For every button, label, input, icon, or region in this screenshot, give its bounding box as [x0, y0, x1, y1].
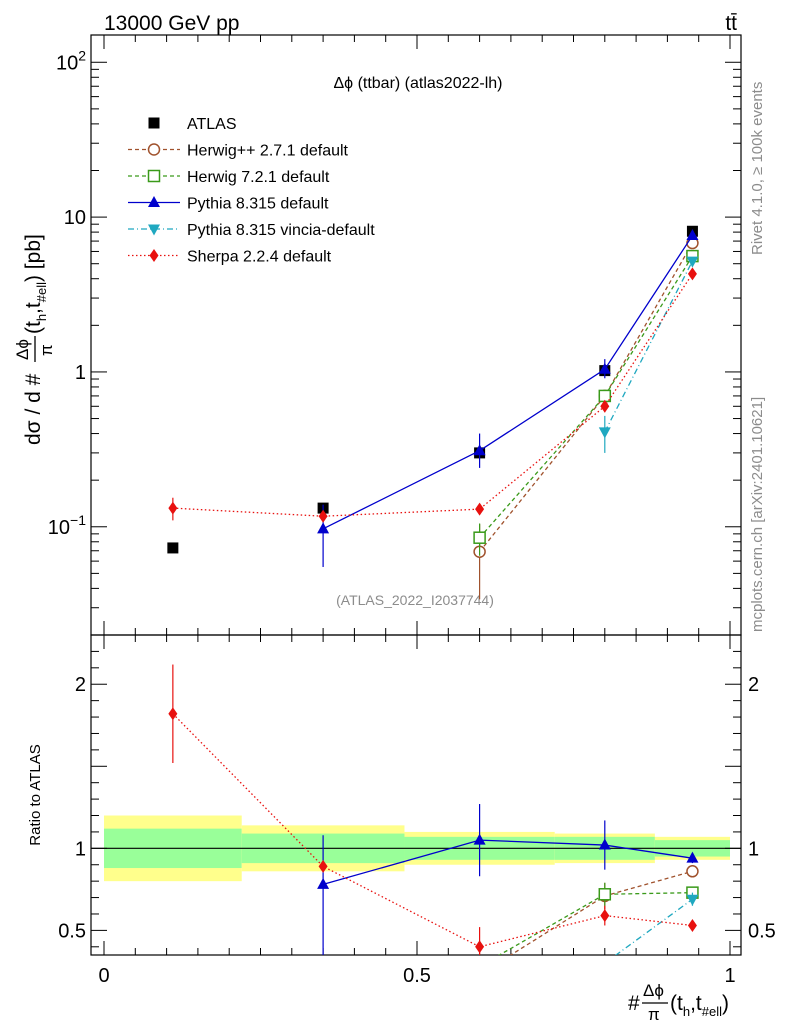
x-tick-label: 1	[724, 965, 735, 987]
ratio-plot-area	[168, 664, 699, 980]
x-label-frac-den: π	[648, 1005, 660, 1024]
chart-title: Δϕ (ttbar) (atlas2022-lh)	[333, 75, 502, 92]
y-tick-label-ratio-left: 2	[75, 674, 86, 696]
y-tick-label-main: 1	[75, 362, 86, 384]
point-sherpa-2-2-4-default	[600, 399, 610, 413]
ratio-line-pythia-8-315-default	[322, 839, 693, 886]
main-y-label-frac-num: Δϕ	[13, 339, 32, 360]
point-pythia-8-315-default	[598, 362, 611, 374]
x-label-hash: #	[628, 992, 640, 1015]
ratio-point-herwig-7-2-1-default	[474, 961, 485, 972]
legend-label: Pythia 8.315 vincia-default	[187, 222, 375, 239]
y-tick-label-ratio-left: 1	[75, 838, 86, 860]
series-line-sherpa-2-2-4-default	[172, 273, 693, 517]
point-pythia-8-315-default	[473, 444, 486, 456]
mcplots-label: mcplots.cern.ch [arXiv:2401.10621]	[749, 397, 766, 632]
legend-label: ATLAS	[187, 116, 237, 133]
x-label-frac-num: Δϕ	[643, 981, 664, 1000]
legend-label: Herwig 7.2.1 default	[187, 169, 330, 186]
rivet-label: Rivet 4.1.0, ≥ 100k events	[749, 82, 766, 255]
x-tick-label: 0.5	[403, 965, 431, 987]
main-y-label-text: dσ / d #	[22, 373, 45, 445]
y-tick-label-main: 10−1	[48, 512, 86, 539]
ratio-point-pythia-8-315-default	[686, 851, 699, 863]
y-tick-label-main: 102	[56, 47, 86, 74]
legend-marker	[149, 249, 159, 262]
point-pythia-8-315-default	[686, 229, 699, 241]
ratio-y-label: Ratio to ATLAS	[27, 744, 44, 845]
main-plot-area	[167, 225, 699, 600]
point-sherpa-2-2-4-default	[168, 501, 178, 515]
ratio-point-pythia-8-315-default	[598, 838, 611, 850]
ratio-line-pythia-8-315-vincia-default	[614, 898, 693, 955]
ratio-point-herwig-2-7-1-default	[474, 969, 485, 980]
ratio-point-pythia-8-315-default	[473, 833, 486, 845]
main-y-label-rest: (th,t#ell) [pb]	[22, 234, 49, 334]
point-pythia-8-315-vincia-default	[598, 427, 611, 439]
legend-marker	[147, 169, 161, 183]
ratio-point-sherpa-2-2-4-default	[168, 707, 178, 721]
ratio-frame	[90, 634, 742, 956]
ratio-point-sherpa-2-2-4-default	[687, 918, 697, 932]
main-y-label: dσ / d # Δϕ π (th,t#ell) [pb]	[13, 234, 56, 445]
legend-label: Pythia 8.315 default	[187, 196, 329, 213]
x-axis-label: #Δϕ π (th,t#ell)	[628, 981, 729, 1024]
ratio-point-pythia-8-315-default	[317, 877, 330, 889]
legend-marker	[147, 143, 161, 156]
point-pythia-8-315-vincia-default	[686, 256, 699, 268]
point-sherpa-2-2-4-default	[318, 509, 328, 523]
series-line-pythia-8-315-default	[322, 235, 693, 530]
energy-label: 13000 GeV pp	[104, 12, 239, 35]
y-tick-label-main: 10	[64, 207, 86, 229]
x-tick-label: 0	[98, 965, 109, 987]
ratio-point-sherpa-2-2-4-default	[475, 940, 485, 954]
process-label: tt̄	[725, 12, 737, 35]
series-line-herwig-2-7-1-default	[479, 242, 694, 553]
legend-marker	[148, 224, 160, 236]
legend-label: Herwig++ 2.7.1 default	[187, 143, 349, 160]
ratio-point-herwig-7-2-1-default	[598, 888, 612, 901]
point-sherpa-2-2-4-default	[687, 267, 697, 281]
ratio-line-sherpa-2-2-4-default	[172, 713, 693, 948]
point-sherpa-2-2-4-default	[475, 502, 485, 516]
point-herwig-7-2-1-default	[473, 531, 486, 544]
legend-marker	[148, 196, 160, 207]
legend-marker	[148, 117, 160, 129]
data-point-atlas	[167, 542, 179, 554]
x-label-rest: (th,t#ell)	[670, 992, 729, 1019]
analysis-tag: (ATLAS_2022_I2037744)	[336, 592, 494, 608]
y-tick-label-ratio-left: 0.5	[58, 920, 86, 942]
legend-label: Sherpa 2.2.4 default	[187, 249, 332, 266]
ratio-point-herwig-2-7-1-default	[686, 865, 699, 878]
ratio-point-sherpa-2-2-4-default	[600, 909, 610, 923]
series-line-pythia-8-315-vincia-default	[604, 260, 694, 433]
ratio-point-pythia-8-315-vincia-default	[599, 959, 611, 970]
ratio-point-sherpa-2-2-4-default	[318, 859, 328, 873]
y-tick-label-ratio-right: 2	[748, 674, 759, 696]
y-tick-label-ratio-right: 1	[748, 838, 759, 860]
point-pythia-8-315-default	[317, 522, 330, 534]
y-tick-label-ratio-right: 0.5	[748, 920, 776, 942]
main-y-label-frac-den: π	[37, 344, 56, 356]
series-line-herwig-7-2-1-default	[479, 255, 693, 539]
ratio-point-pythia-8-315-vincia-default	[686, 894, 699, 906]
